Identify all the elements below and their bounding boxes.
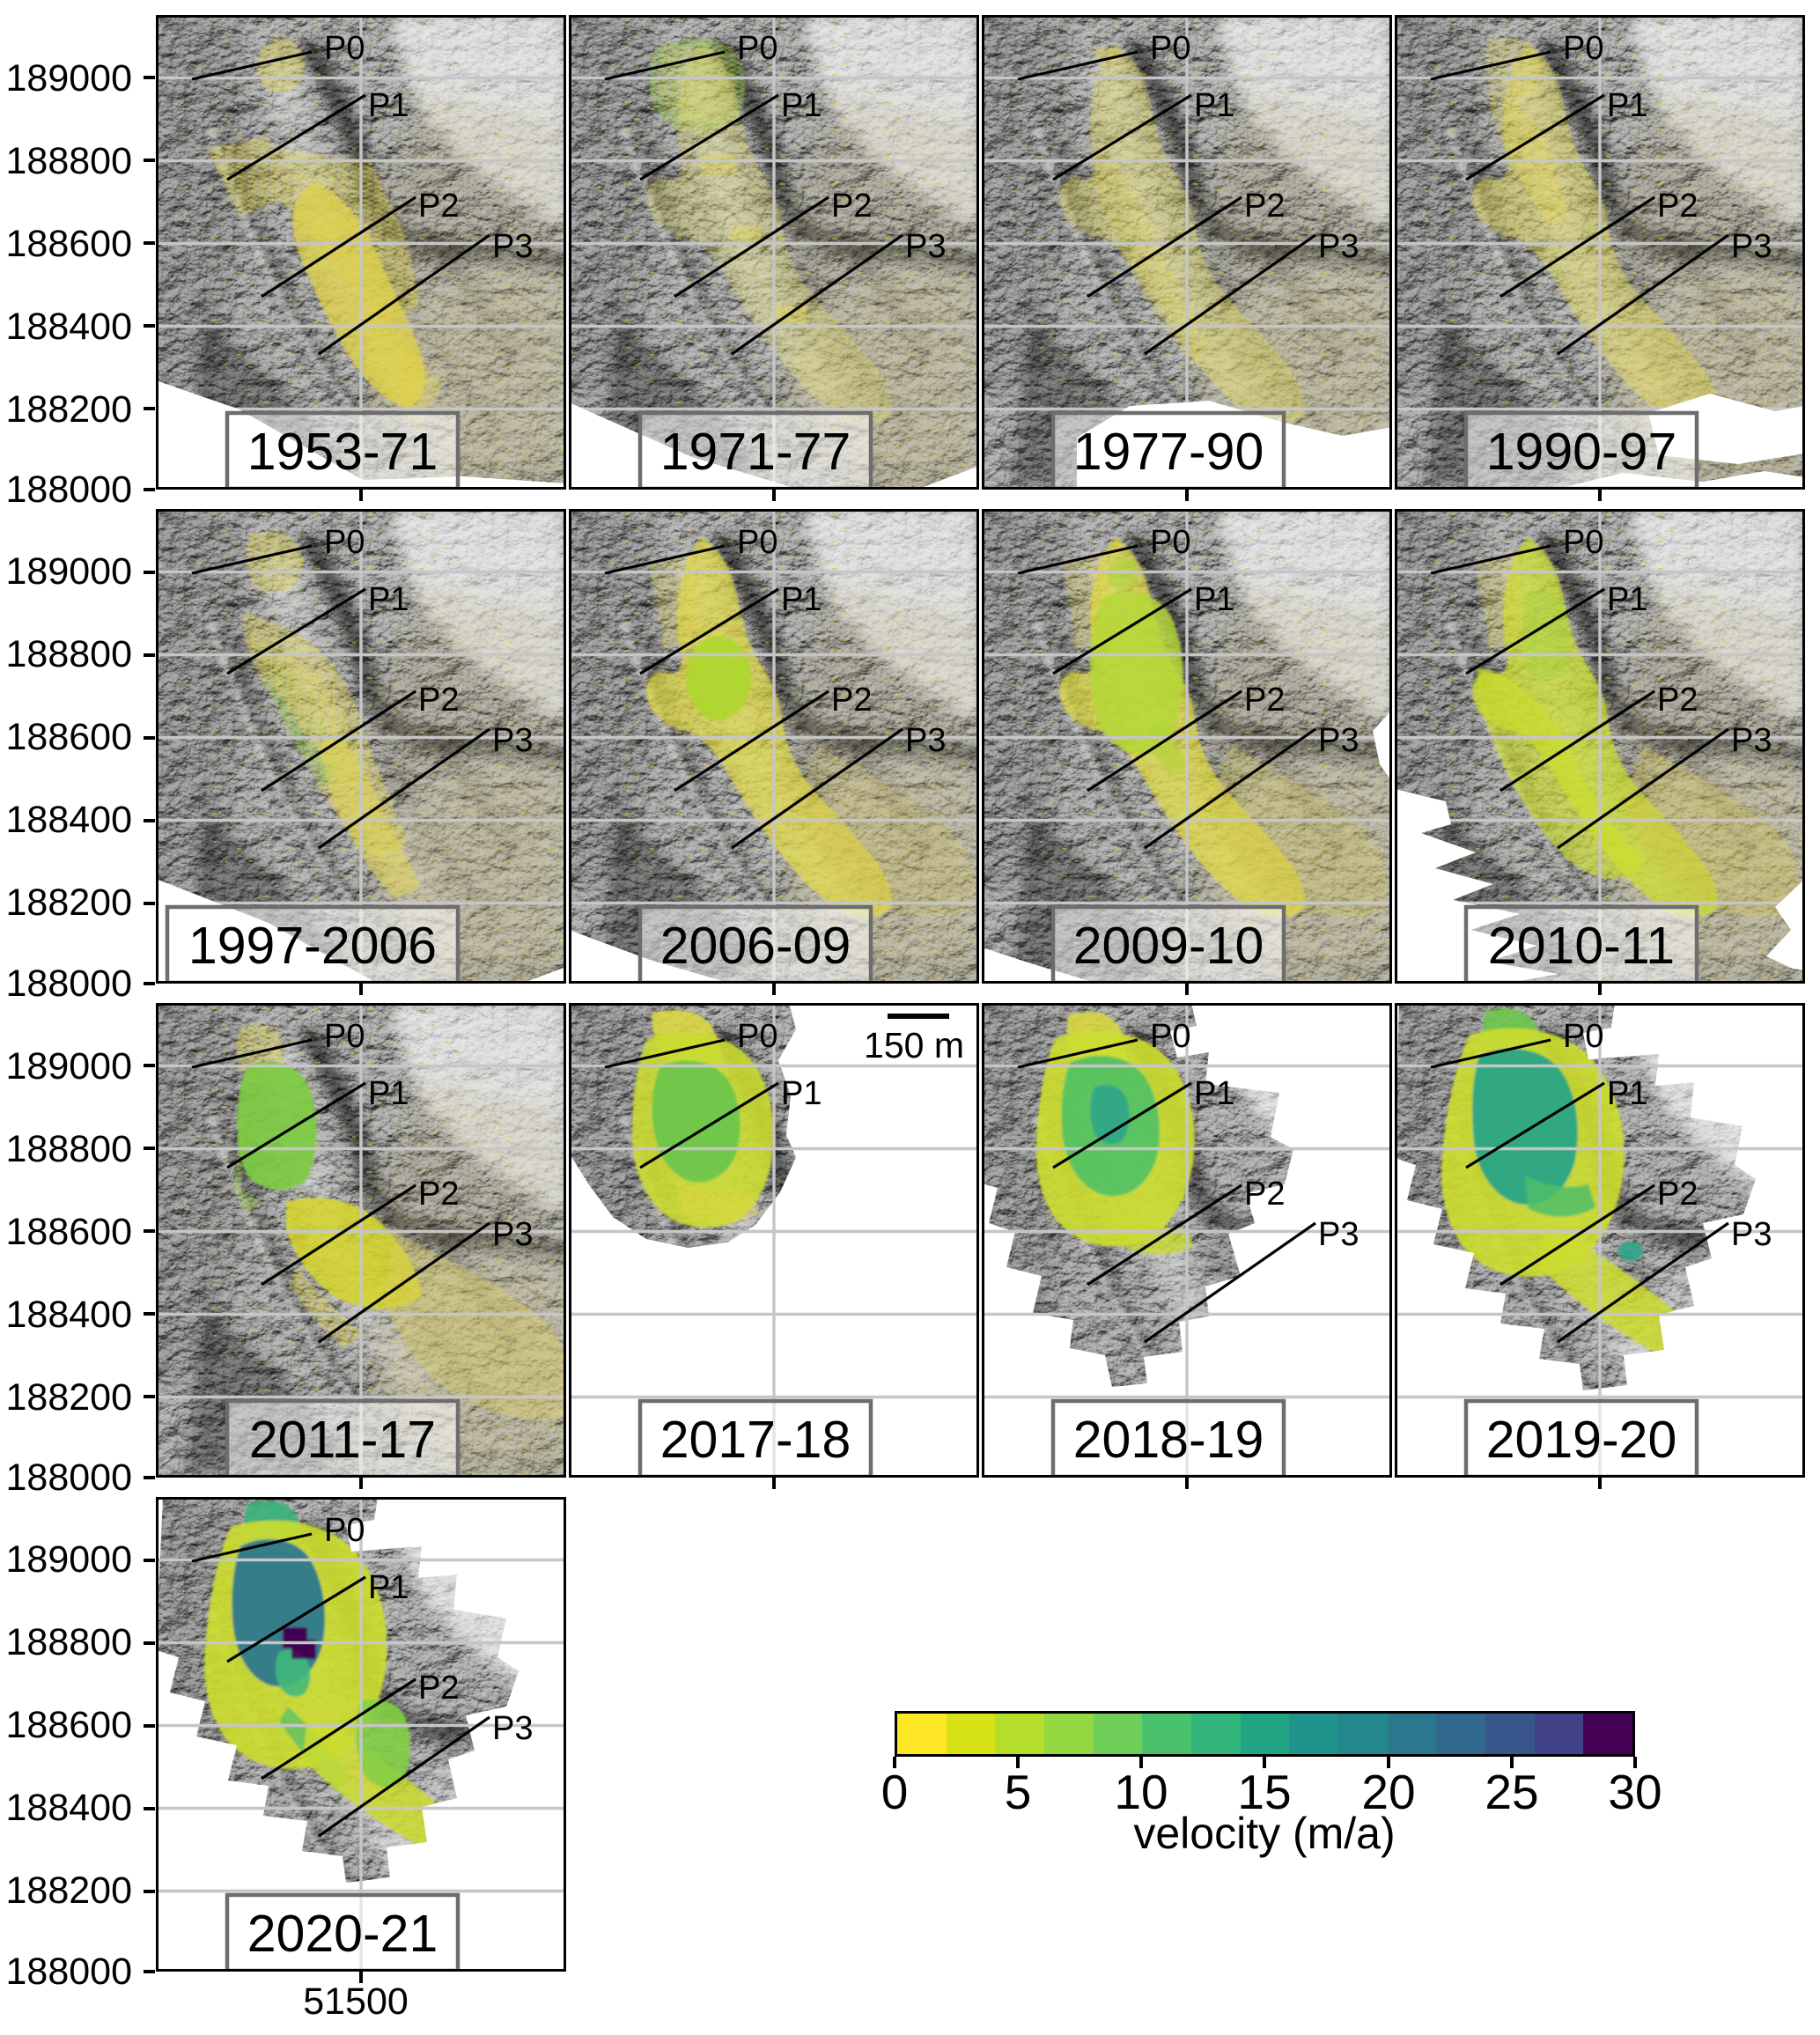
svg-text:2017-18: 2017-18 bbox=[660, 1411, 851, 1469]
svg-text:2009-10: 2009-10 bbox=[1073, 917, 1264, 975]
svg-text:1997-2006: 1997-2006 bbox=[188, 917, 437, 975]
svg-text:1990-97: 1990-97 bbox=[1486, 423, 1677, 481]
svg-text:1953-71: 1953-71 bbox=[247, 423, 438, 481]
svg-text:1971-77: 1971-77 bbox=[660, 423, 851, 481]
svg-text:2010-11: 2010-11 bbox=[1488, 917, 1675, 975]
svg-text:2020-21: 2020-21 bbox=[247, 1905, 438, 1963]
svg-text:2011-17: 2011-17 bbox=[249, 1411, 436, 1469]
svg-text:1977-90: 1977-90 bbox=[1073, 423, 1264, 481]
svg-text:2018-19: 2018-19 bbox=[1073, 1411, 1264, 1469]
svg-text:2019-20: 2019-20 bbox=[1486, 1411, 1677, 1469]
svg-text:2006-09: 2006-09 bbox=[660, 917, 851, 975]
